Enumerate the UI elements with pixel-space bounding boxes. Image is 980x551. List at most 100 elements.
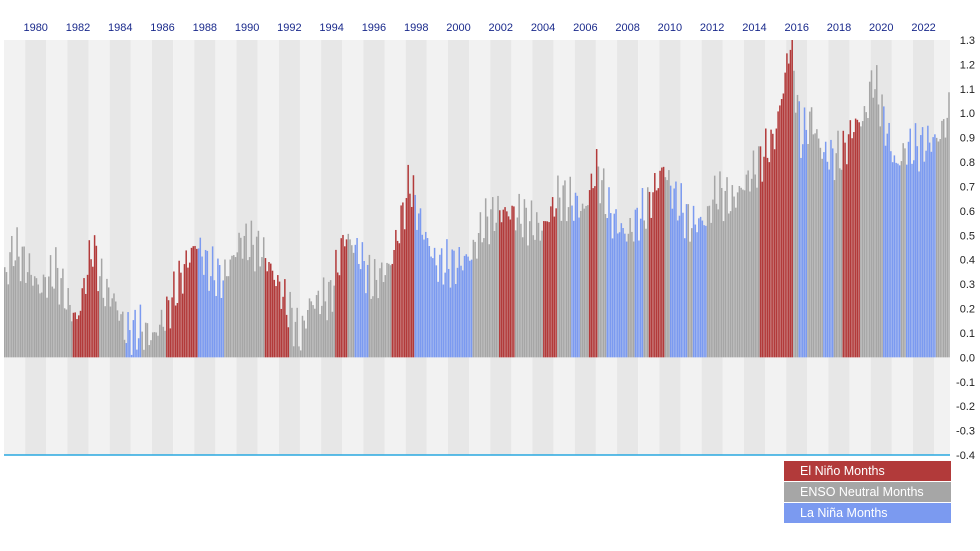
month-bar — [169, 328, 172, 358]
month-bar — [183, 264, 186, 358]
month-bar — [229, 259, 232, 358]
month-bar — [377, 298, 379, 358]
y-tick-label: 0.3 — [960, 279, 975, 291]
month-bar — [109, 306, 112, 358]
month-bar — [435, 265, 438, 358]
month-bar — [116, 310, 119, 358]
month-bar — [932, 137, 934, 358]
month-bar — [449, 287, 452, 358]
month-bar — [590, 173, 593, 358]
month-bar — [752, 150, 755, 358]
month-bar — [261, 257, 263, 358]
month-bar — [192, 246, 195, 358]
month-bar — [122, 311, 124, 358]
month-bar — [578, 217, 580, 358]
month-bar — [432, 258, 434, 358]
month-bar — [643, 220, 645, 358]
month-bar — [373, 259, 376, 358]
month-bar — [708, 205, 711, 358]
month-bar — [740, 187, 742, 358]
month-bar — [810, 107, 813, 358]
year-band — [321, 40, 343, 455]
month-bar — [375, 279, 378, 358]
y-tick-label: 0.1 — [960, 328, 975, 340]
month-bar — [301, 315, 304, 358]
month-bar — [574, 192, 577, 358]
month-bar — [430, 256, 432, 358]
month-bar — [296, 307, 298, 358]
month-bar — [527, 245, 529, 358]
month-bar — [921, 127, 924, 358]
month-bar — [763, 156, 765, 358]
month-bar — [694, 224, 697, 358]
month-bar — [285, 314, 288, 358]
month-bar — [867, 118, 869, 358]
month-bar — [60, 278, 62, 358]
month-bar — [650, 217, 653, 358]
month-bar — [592, 188, 594, 358]
x-tick-label: 2022 — [911, 22, 935, 34]
month-bar — [904, 148, 906, 358]
month-bar — [638, 240, 640, 358]
month-bar — [844, 142, 846, 358]
month-bar — [409, 193, 411, 358]
month-bar — [706, 206, 709, 358]
month-bar — [484, 198, 487, 358]
month-bar — [308, 298, 311, 358]
month-bar — [160, 309, 163, 358]
month-bar — [141, 331, 143, 358]
month-bar — [683, 238, 686, 358]
month-bar — [777, 111, 779, 358]
month-bar — [197, 248, 200, 358]
y-tick-label: 0.7 — [960, 181, 975, 193]
month-bar — [646, 187, 649, 358]
month-bar — [273, 279, 276, 358]
month-bar — [837, 130, 839, 358]
month-bar — [349, 239, 351, 358]
month-bar — [860, 126, 862, 358]
y-tick-label: 0.2 — [960, 304, 975, 316]
month-bar — [639, 218, 642, 358]
month-bar — [16, 227, 18, 358]
month-bar — [167, 300, 170, 358]
month-bar — [509, 219, 512, 358]
x-tick-label: 2016 — [784, 22, 808, 34]
month-bar — [391, 263, 394, 358]
month-bar — [511, 205, 513, 358]
month-bar — [564, 180, 566, 358]
month-bar — [233, 255, 235, 358]
month-bar — [927, 125, 929, 358]
month-bar — [941, 120, 943, 358]
month-bar — [224, 259, 226, 358]
month-bar — [576, 195, 579, 358]
month-bar — [587, 205, 589, 358]
month-bar — [144, 322, 147, 358]
month-bar — [92, 266, 94, 358]
month-bar — [303, 320, 305, 358]
year-band — [109, 40, 131, 455]
year-band — [828, 40, 850, 455]
month-bar — [724, 190, 727, 358]
month-bar — [583, 208, 586, 358]
month-bar — [74, 312, 76, 358]
x-tick-label: 2006 — [573, 22, 597, 34]
month-bar — [266, 271, 268, 358]
month-bar — [872, 97, 874, 358]
month-bar — [93, 235, 96, 358]
month-bar — [442, 284, 445, 358]
month-bar — [627, 233, 630, 358]
month-bar — [446, 239, 448, 358]
legend-item-el-nino: El Niño Months — [784, 461, 951, 481]
month-bar — [518, 193, 520, 358]
month-bar — [717, 209, 719, 358]
month-bar — [680, 183, 682, 358]
month-bar — [322, 277, 325, 358]
month-bar — [703, 225, 705, 358]
month-bar — [787, 63, 790, 358]
month-bar — [502, 209, 505, 358]
month-bar — [412, 175, 415, 358]
month-bar — [617, 233, 619, 358]
year-band — [25, 40, 47, 455]
month-bar — [299, 350, 302, 358]
